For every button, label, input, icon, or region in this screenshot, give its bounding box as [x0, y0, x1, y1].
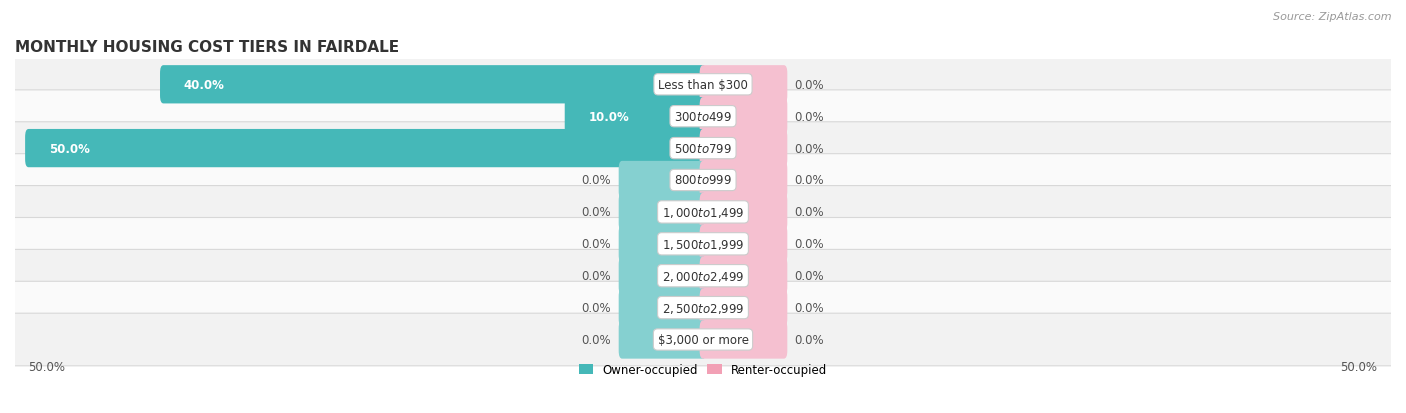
FancyBboxPatch shape	[700, 66, 787, 104]
Text: 40.0%: 40.0%	[184, 78, 225, 92]
FancyBboxPatch shape	[160, 66, 706, 104]
Text: $500 to $799: $500 to $799	[673, 142, 733, 155]
Text: 0.0%: 0.0%	[582, 206, 612, 219]
FancyBboxPatch shape	[10, 282, 1396, 334]
FancyBboxPatch shape	[700, 257, 787, 295]
Text: 0.0%: 0.0%	[794, 110, 824, 123]
FancyBboxPatch shape	[10, 123, 1396, 175]
FancyBboxPatch shape	[700, 130, 787, 168]
Text: $2,500 to $2,999: $2,500 to $2,999	[662, 301, 744, 315]
FancyBboxPatch shape	[619, 161, 706, 199]
FancyBboxPatch shape	[700, 289, 787, 327]
Text: 0.0%: 0.0%	[582, 270, 612, 282]
Text: 0.0%: 0.0%	[794, 301, 824, 314]
Text: 0.0%: 0.0%	[582, 174, 612, 187]
FancyBboxPatch shape	[10, 154, 1396, 207]
Text: $1,500 to $1,999: $1,500 to $1,999	[662, 237, 744, 251]
FancyBboxPatch shape	[619, 225, 706, 263]
FancyBboxPatch shape	[565, 98, 706, 136]
Text: 0.0%: 0.0%	[794, 333, 824, 346]
Text: 0.0%: 0.0%	[582, 333, 612, 346]
Text: 0.0%: 0.0%	[582, 301, 612, 314]
FancyBboxPatch shape	[10, 186, 1396, 239]
Text: 0.0%: 0.0%	[794, 206, 824, 219]
Text: 0.0%: 0.0%	[794, 270, 824, 282]
FancyBboxPatch shape	[10, 218, 1396, 271]
FancyBboxPatch shape	[700, 320, 787, 359]
FancyBboxPatch shape	[700, 225, 787, 263]
Text: 0.0%: 0.0%	[794, 142, 824, 155]
Text: Source: ZipAtlas.com: Source: ZipAtlas.com	[1274, 12, 1392, 22]
Text: $2,000 to $2,499: $2,000 to $2,499	[662, 269, 744, 283]
Text: 0.0%: 0.0%	[794, 174, 824, 187]
Text: 50.0%: 50.0%	[49, 142, 90, 155]
FancyBboxPatch shape	[10, 250, 1396, 302]
FancyBboxPatch shape	[619, 289, 706, 327]
Text: 50.0%: 50.0%	[1340, 360, 1378, 373]
Text: 0.0%: 0.0%	[794, 78, 824, 92]
Text: MONTHLY HOUSING COST TIERS IN FAIRDALE: MONTHLY HOUSING COST TIERS IN FAIRDALE	[15, 40, 399, 55]
Legend: Owner-occupied, Renter-occupied: Owner-occupied, Renter-occupied	[574, 358, 832, 381]
FancyBboxPatch shape	[619, 193, 706, 231]
FancyBboxPatch shape	[10, 313, 1396, 366]
Text: $300 to $499: $300 to $499	[673, 110, 733, 123]
Text: Less than $300: Less than $300	[658, 78, 748, 92]
Text: 10.0%: 10.0%	[588, 110, 628, 123]
Text: 0.0%: 0.0%	[582, 238, 612, 251]
FancyBboxPatch shape	[25, 130, 706, 168]
Text: $800 to $999: $800 to $999	[673, 174, 733, 187]
Text: 50.0%: 50.0%	[28, 360, 66, 373]
FancyBboxPatch shape	[700, 98, 787, 136]
Text: $1,000 to $1,499: $1,000 to $1,499	[662, 205, 744, 219]
FancyBboxPatch shape	[700, 193, 787, 231]
FancyBboxPatch shape	[619, 257, 706, 295]
FancyBboxPatch shape	[700, 161, 787, 199]
FancyBboxPatch shape	[619, 320, 706, 359]
Text: $3,000 or more: $3,000 or more	[658, 333, 748, 346]
FancyBboxPatch shape	[10, 59, 1396, 112]
Text: 0.0%: 0.0%	[794, 238, 824, 251]
FancyBboxPatch shape	[10, 91, 1396, 143]
